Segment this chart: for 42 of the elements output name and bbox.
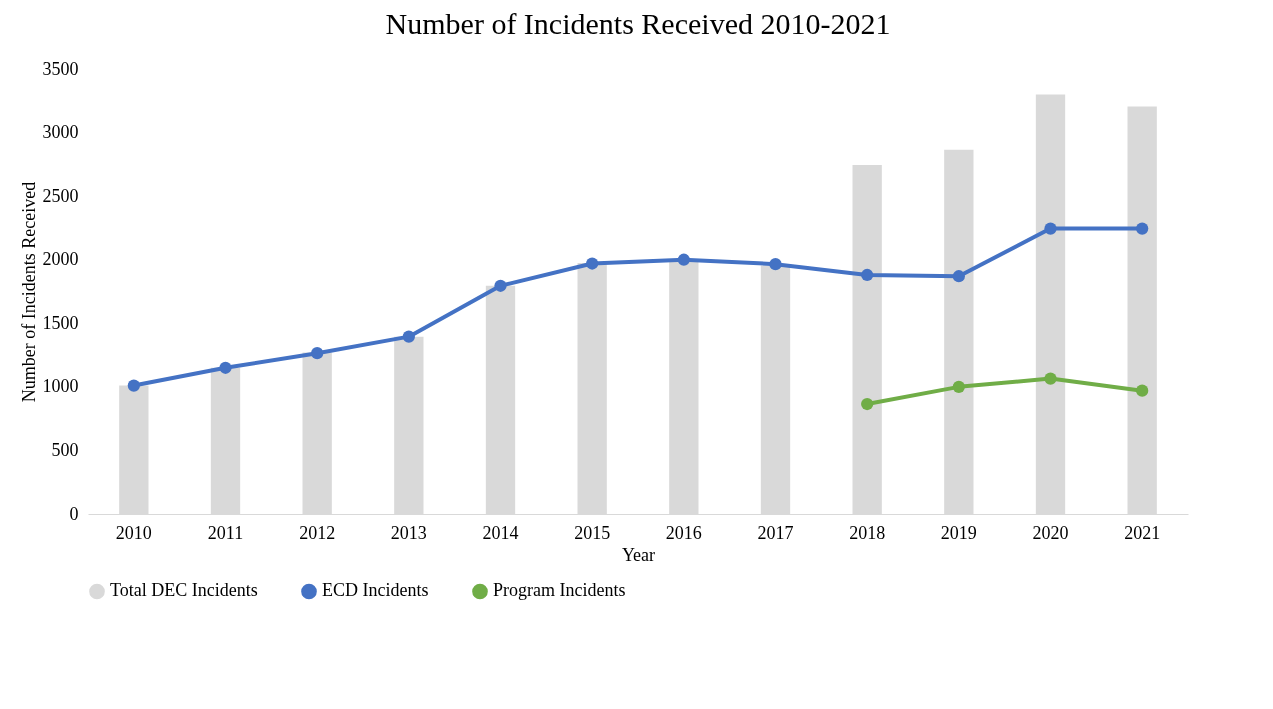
point (1136, 222, 1149, 235)
point (586, 257, 599, 270)
legend-label: Program Incidents (493, 580, 626, 601)
point (1044, 372, 1057, 385)
point (677, 253, 690, 266)
y-tick-label: 2000 (42, 249, 79, 270)
point (494, 279, 507, 292)
x-tick-label: 2010 (115, 522, 152, 543)
point (402, 330, 415, 343)
y-axis-title: Number of Incidents Received (18, 181, 39, 403)
y-tick-label: 0 (69, 503, 79, 524)
x-tick-label: 2020 (1032, 522, 1069, 543)
y-tick-label: 1500 (42, 312, 79, 333)
point (952, 380, 965, 393)
y-tick-label: 1000 (42, 376, 79, 397)
y-tick-label: 2500 (42, 185, 79, 206)
x-tick-label: 2012 (299, 522, 336, 543)
point (1136, 384, 1149, 397)
chart-title: Number of Incidents Received 2010-2021 (385, 7, 891, 40)
point (952, 270, 965, 283)
x-tick-label: 2021 (1124, 522, 1161, 543)
x-tick-label: 2015 (574, 522, 611, 543)
x-tick-label: 2014 (482, 522, 519, 543)
point (861, 268, 874, 282)
x-tick-label: 2017 (757, 522, 794, 543)
point (769, 258, 782, 271)
point (219, 361, 232, 374)
y-tick-label: 3500 (42, 58, 79, 79)
legend-label: Total DEC Incidents (110, 580, 258, 601)
point (311, 347, 324, 360)
legend-label: ECD Incidents (322, 580, 429, 601)
point (861, 397, 874, 411)
y-tick-label: 3000 (42, 122, 79, 143)
x-axis-title: Year (621, 544, 656, 565)
x-tick-label: 2013 (390, 522, 427, 543)
x-tick-label: 2018 (849, 522, 886, 543)
y-tick-label: 500 (51, 439, 79, 460)
x-tick-label: 2019 (940, 522, 977, 543)
x-tick-label: 2011 (207, 522, 244, 543)
x-tick-label: 2016 (665, 522, 702, 543)
point (1044, 222, 1057, 235)
point (127, 379, 140, 392)
